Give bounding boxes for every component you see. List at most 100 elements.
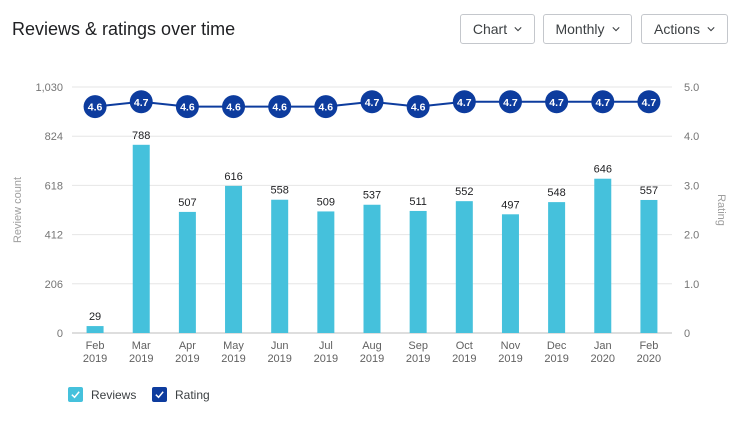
y-tick-label: 412 xyxy=(45,230,63,242)
rating-point xyxy=(637,90,661,114)
y-tick-label: 206 xyxy=(45,279,63,291)
period-dropdown[interactable]: Monthly xyxy=(543,14,632,44)
x-tick-label-month: Apr xyxy=(179,340,196,352)
rating-point xyxy=(83,95,107,119)
chevron-down-icon xyxy=(514,27,522,32)
rating-value-label: 4.6 xyxy=(226,102,241,114)
bar xyxy=(271,199,289,333)
y2-axis-title: Rating xyxy=(715,194,727,226)
rating-point xyxy=(129,90,153,114)
period-label: Monthly xyxy=(555,21,605,37)
bar-value-label: 497 xyxy=(501,199,519,211)
x-tick-label-month: Oct xyxy=(456,340,473,352)
rating-point xyxy=(360,90,384,114)
reviews-ratings-chart: 0 206 412 618 824 1,030 0 1.0 2.0 3.0 4.0 5.0 Review… xyxy=(12,82,727,365)
x-tick-label-year: 2020 xyxy=(637,353,661,365)
x-tick-label-month: Jul xyxy=(319,340,333,352)
rating-value-label: 4.6 xyxy=(180,102,195,114)
actions-dropdown[interactable]: Actions xyxy=(641,14,728,44)
rating-point xyxy=(498,90,522,114)
x-tick-label-year: 2019 xyxy=(83,353,107,365)
x-tick-label-year: 2019 xyxy=(406,353,430,365)
bar xyxy=(132,144,150,333)
bar xyxy=(594,178,612,333)
rating-point xyxy=(175,95,199,119)
y2-tick-label: 2.0 xyxy=(684,230,699,242)
x-tick-label-year: 2019 xyxy=(314,353,338,365)
chart-title: Reviews & ratings over time xyxy=(12,19,236,39)
x-tick-label-year: 2020 xyxy=(591,353,615,365)
rating-value-label: 4.7 xyxy=(503,97,518,109)
bar xyxy=(640,199,658,333)
rating-value-label: 4.7 xyxy=(457,97,472,109)
rating-value-label: 4.6 xyxy=(411,102,426,114)
rating-point xyxy=(222,95,246,119)
bar-value-label: 548 xyxy=(547,187,565,199)
bar xyxy=(409,210,427,333)
x-tick-label-month: Feb xyxy=(86,340,105,352)
bar-value-label: 511 xyxy=(409,196,427,208)
x-tick-label-year: 2019 xyxy=(360,353,384,365)
legend-label-reviews: Reviews xyxy=(91,387,137,402)
y-tick-label: 824 xyxy=(45,131,63,143)
bar-value-label: 507 xyxy=(178,197,196,209)
rating-value-label: 4.7 xyxy=(642,97,657,109)
x-tick-label-year: 2019 xyxy=(544,353,568,365)
bar xyxy=(455,201,473,333)
y2-tick-label: 1.0 xyxy=(684,279,699,291)
bar-value-label: 509 xyxy=(317,196,335,208)
x-tick-label-year: 2019 xyxy=(267,353,291,365)
rating-point xyxy=(545,90,569,114)
rating-point xyxy=(314,95,338,119)
x-tick-label-month: Jan xyxy=(594,340,612,352)
rating-value-label: 4.7 xyxy=(595,97,610,109)
x-tick-label-month: Mar xyxy=(132,340,151,352)
actions-label: Actions xyxy=(654,21,700,37)
bar-value-label: 646 xyxy=(594,164,612,176)
chevron-down-icon xyxy=(707,27,715,32)
x-tick-label-month: May xyxy=(223,340,244,352)
bar xyxy=(178,211,196,333)
y2-tick-label: 3.0 xyxy=(684,180,699,192)
rating-value-label: 4.7 xyxy=(549,97,564,109)
checkbox-icon xyxy=(68,387,83,402)
x-tick-label-month: Dec xyxy=(547,340,567,352)
bar-value-label: 537 xyxy=(363,190,381,202)
x-tick-label-year: 2019 xyxy=(175,353,199,365)
bar xyxy=(225,185,243,333)
x-tick-label-month: Jun xyxy=(271,340,289,352)
chart-type-label: Chart xyxy=(472,21,508,37)
bar xyxy=(317,211,335,333)
x-tick-label-month: Nov xyxy=(501,340,521,352)
legend-label-rating: Rating xyxy=(175,387,210,402)
bar xyxy=(86,326,104,333)
rating-point xyxy=(591,90,615,114)
y-tick-label: 1,030 xyxy=(35,82,63,94)
chevron-down-icon xyxy=(611,27,620,32)
bar-value-label: 29 xyxy=(89,311,101,323)
x-tick-label-year: 2019 xyxy=(498,353,522,365)
x-tick-label-year: 2019 xyxy=(221,353,245,365)
rating-point xyxy=(452,90,476,114)
bar xyxy=(363,204,381,333)
bar xyxy=(501,214,519,333)
y2-tick-label: 0 xyxy=(684,328,690,340)
x-tick-label-year: 2019 xyxy=(129,353,153,365)
y-axis-title: Review count xyxy=(12,177,24,243)
rating-point xyxy=(406,95,430,119)
y-tick-label: 618 xyxy=(45,180,63,192)
rating-value-label: 4.6 xyxy=(88,102,103,114)
bar xyxy=(548,202,566,333)
x-tick-label-month: Feb xyxy=(639,340,658,352)
rating-value-label: 4.7 xyxy=(134,97,149,109)
x-tick-label-month: Aug xyxy=(362,340,382,352)
legend-item-reviews[interactable]: Reviews xyxy=(68,387,136,402)
legend-item-rating[interactable]: Rating xyxy=(152,387,210,402)
checkbox-icon xyxy=(152,387,167,402)
chart-type-dropdown[interactable]: Chart xyxy=(460,14,535,44)
bar-value-label: 557 xyxy=(640,185,658,197)
rating-point xyxy=(268,95,292,119)
bar-value-label: 616 xyxy=(224,171,242,183)
bar-value-label: 552 xyxy=(455,186,473,198)
rating-value-label: 4.6 xyxy=(319,102,334,114)
